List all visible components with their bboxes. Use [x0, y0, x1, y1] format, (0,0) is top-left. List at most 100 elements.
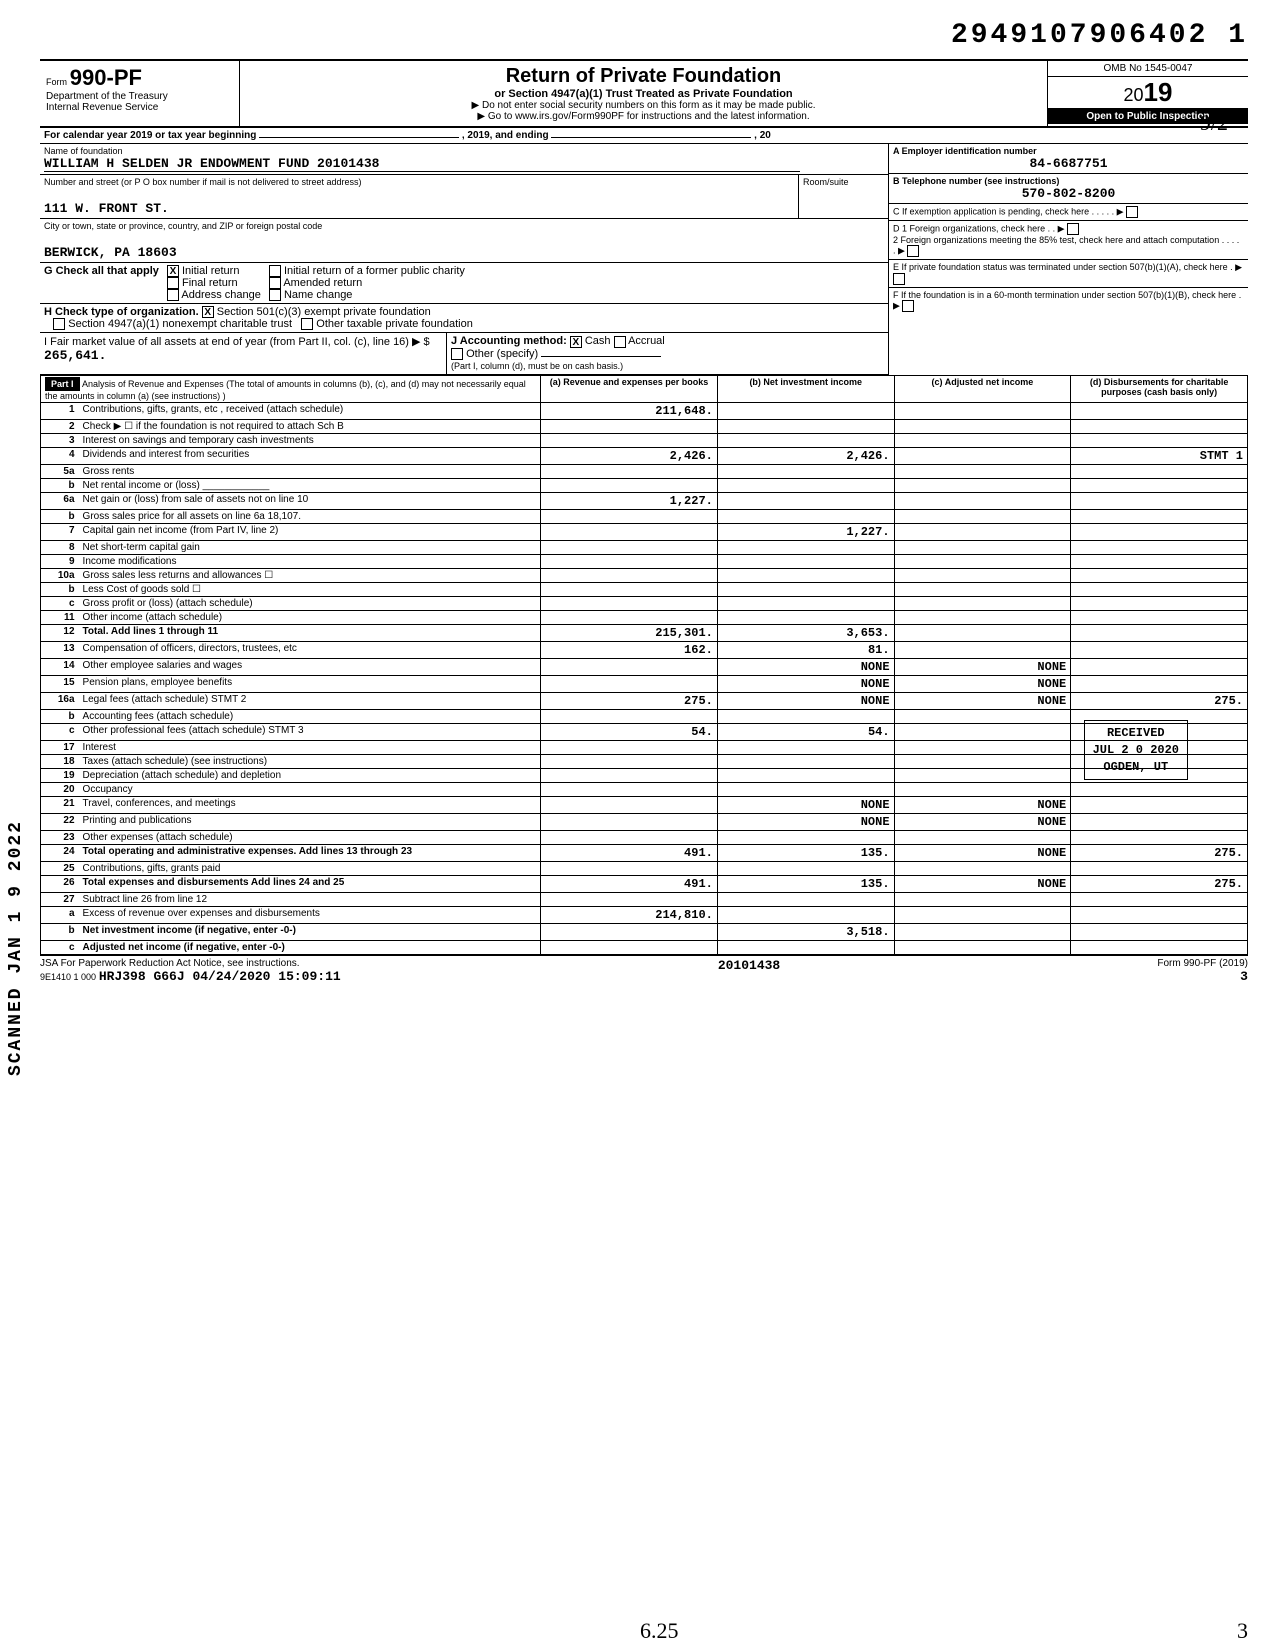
col-b-value	[717, 492, 894, 509]
part1-table: Part I Analysis of Revenue and Expenses …	[40, 375, 1248, 955]
line-desc: Travel, conferences, and meetings	[79, 796, 541, 813]
col-c-value	[894, 433, 1071, 447]
col-d-value	[1071, 624, 1248, 641]
scanned-stamp: SCANNED JAN 1 9 2022	[6, 820, 26, 1076]
f-checkbox[interactable]	[902, 300, 914, 312]
line-number: 4	[41, 447, 79, 464]
table-row: cGross profit or (loss) (attach schedule…	[41, 596, 1248, 610]
g-initial-return-checkbox[interactable]: X	[167, 265, 179, 277]
j-other-checkbox[interactable]	[451, 348, 463, 360]
col-c-value	[894, 464, 1071, 478]
col-a-value: 2,426.	[541, 447, 718, 464]
g-opt-1: Final return	[182, 277, 238, 289]
col-d-value	[1071, 540, 1248, 554]
h-other-checkbox[interactable]	[301, 318, 313, 330]
col-d-value	[1071, 861, 1248, 875]
city-label: City or town, state or province, country…	[44, 221, 884, 231]
entity-info-block: Name of foundation WILLIAM H SELDEN JR E…	[40, 144, 1248, 375]
d1-checkbox[interactable]	[1067, 223, 1079, 235]
h-opt-1: Section 4947(a)(1) nonexempt charitable …	[68, 318, 292, 330]
line-number: 27	[41, 892, 79, 906]
col-a-value	[541, 782, 718, 796]
col-d-value	[1071, 658, 1248, 675]
j-cash-checkbox[interactable]: X	[570, 336, 582, 348]
irs-label: Internal Revenue Service	[46, 102, 233, 113]
table-row: 24Total operating and administrative exp…	[41, 844, 1248, 861]
col-d-value	[1071, 892, 1248, 906]
d2-checkbox[interactable]	[907, 245, 919, 257]
col-b-value: 135.	[717, 844, 894, 861]
a-label: A Employer identification number	[893, 146, 1037, 156]
col-a-value	[541, 433, 718, 447]
col-c-value	[894, 402, 1071, 419]
line-number: 21	[41, 796, 79, 813]
col-a-value: 214,810.	[541, 906, 718, 923]
col-c-value	[894, 624, 1071, 641]
phone-value: 570-802-8200	[893, 186, 1244, 201]
line-desc: Other income (attach schedule)	[79, 610, 541, 624]
g-final-return-checkbox[interactable]	[167, 277, 179, 289]
line-number: b	[41, 478, 79, 492]
col-b-value	[717, 782, 894, 796]
omb-number: OMB No 1545-0047	[1048, 61, 1248, 77]
col-c-value	[894, 861, 1071, 875]
form-number: 990-PF	[70, 65, 142, 90]
line-desc: Check ▶ ☐ if the foundation is not requi…	[79, 419, 541, 433]
table-row: 12Total. Add lines 1 through 11215,301.3…	[41, 624, 1248, 641]
table-row: bNet rental income or (loss) ___________…	[41, 478, 1248, 492]
i-label: I Fair market value of all assets at end…	[44, 336, 430, 348]
col-c-value	[894, 641, 1071, 658]
col-c-value	[894, 447, 1071, 464]
footer-stamp: HRJ398 G66J 04/24/2020 15:09:11	[99, 969, 341, 984]
h-4947-checkbox[interactable]	[53, 318, 65, 330]
line-number: 14	[41, 658, 79, 675]
col-a-value	[541, 478, 718, 492]
table-row: 23Other expenses (attach schedule)	[41, 830, 1248, 844]
line-desc: Capital gain net income (from Part IV, l…	[79, 523, 541, 540]
line-number: c	[41, 940, 79, 954]
g-amended-checkbox[interactable]	[269, 277, 281, 289]
h-501c3-checkbox[interactable]: X	[202, 306, 214, 318]
col-a-value	[541, 540, 718, 554]
col-a-value: 275.	[541, 692, 718, 709]
col-c-value	[894, 478, 1071, 492]
e-checkbox[interactable]	[893, 273, 905, 285]
col-c-value: NONE	[894, 813, 1071, 830]
table-row: cOther professional fees (attach schedul…	[41, 723, 1248, 740]
col-c-value: NONE	[894, 844, 1071, 861]
col-d-header: (d) Disbursements for charitable purpose…	[1071, 375, 1248, 402]
col-b-value	[717, 892, 894, 906]
col-b-value	[717, 709, 894, 723]
col-c-value	[894, 509, 1071, 523]
j-other: Other (specify)	[466, 348, 538, 360]
part1-header: Part I	[45, 377, 80, 391]
table-row: 10aGross sales less returns and allowanc…	[41, 568, 1248, 582]
line-desc: Legal fees (attach schedule) STMT 2	[79, 692, 541, 709]
j-accrual-checkbox[interactable]	[614, 336, 626, 348]
line-desc: Gross sales less returns and allowances …	[79, 568, 541, 582]
col-b-value	[717, 596, 894, 610]
col-d-value	[1071, 523, 1248, 540]
col-d-value: STMT 1	[1071, 447, 1248, 464]
table-row: 1Contributions, gifts, grants, etc , rec…	[41, 402, 1248, 419]
col-d-value	[1071, 568, 1248, 582]
col-c-value	[894, 923, 1071, 940]
line-number: 17	[41, 740, 79, 754]
hand-qv: 9/2	[1200, 110, 1228, 136]
line-number: 2	[41, 419, 79, 433]
c-checkbox[interactable]	[1126, 206, 1138, 218]
table-row: 18Taxes (attach schedule) (see instructi…	[41, 754, 1248, 768]
g-name-change-checkbox[interactable]	[269, 289, 281, 301]
table-row: 11Other income (attach schedule)	[41, 610, 1248, 624]
col-b-value	[717, 940, 894, 954]
line-desc: Total expenses and disbursements Add lin…	[79, 875, 541, 892]
line-desc: Interest on savings and temporary cash i…	[79, 433, 541, 447]
form-subtitle: or Section 4947(a)(1) Trust Treated as P…	[246, 88, 1041, 100]
line-number: 20	[41, 782, 79, 796]
col-d-value	[1071, 554, 1248, 568]
line-number: c	[41, 596, 79, 610]
g-former-public-checkbox[interactable]	[269, 265, 281, 277]
line-desc: Pension plans, employee benefits	[79, 675, 541, 692]
g-address-change-checkbox[interactable]	[167, 289, 179, 301]
table-row: 4Dividends and interest from securities2…	[41, 447, 1248, 464]
